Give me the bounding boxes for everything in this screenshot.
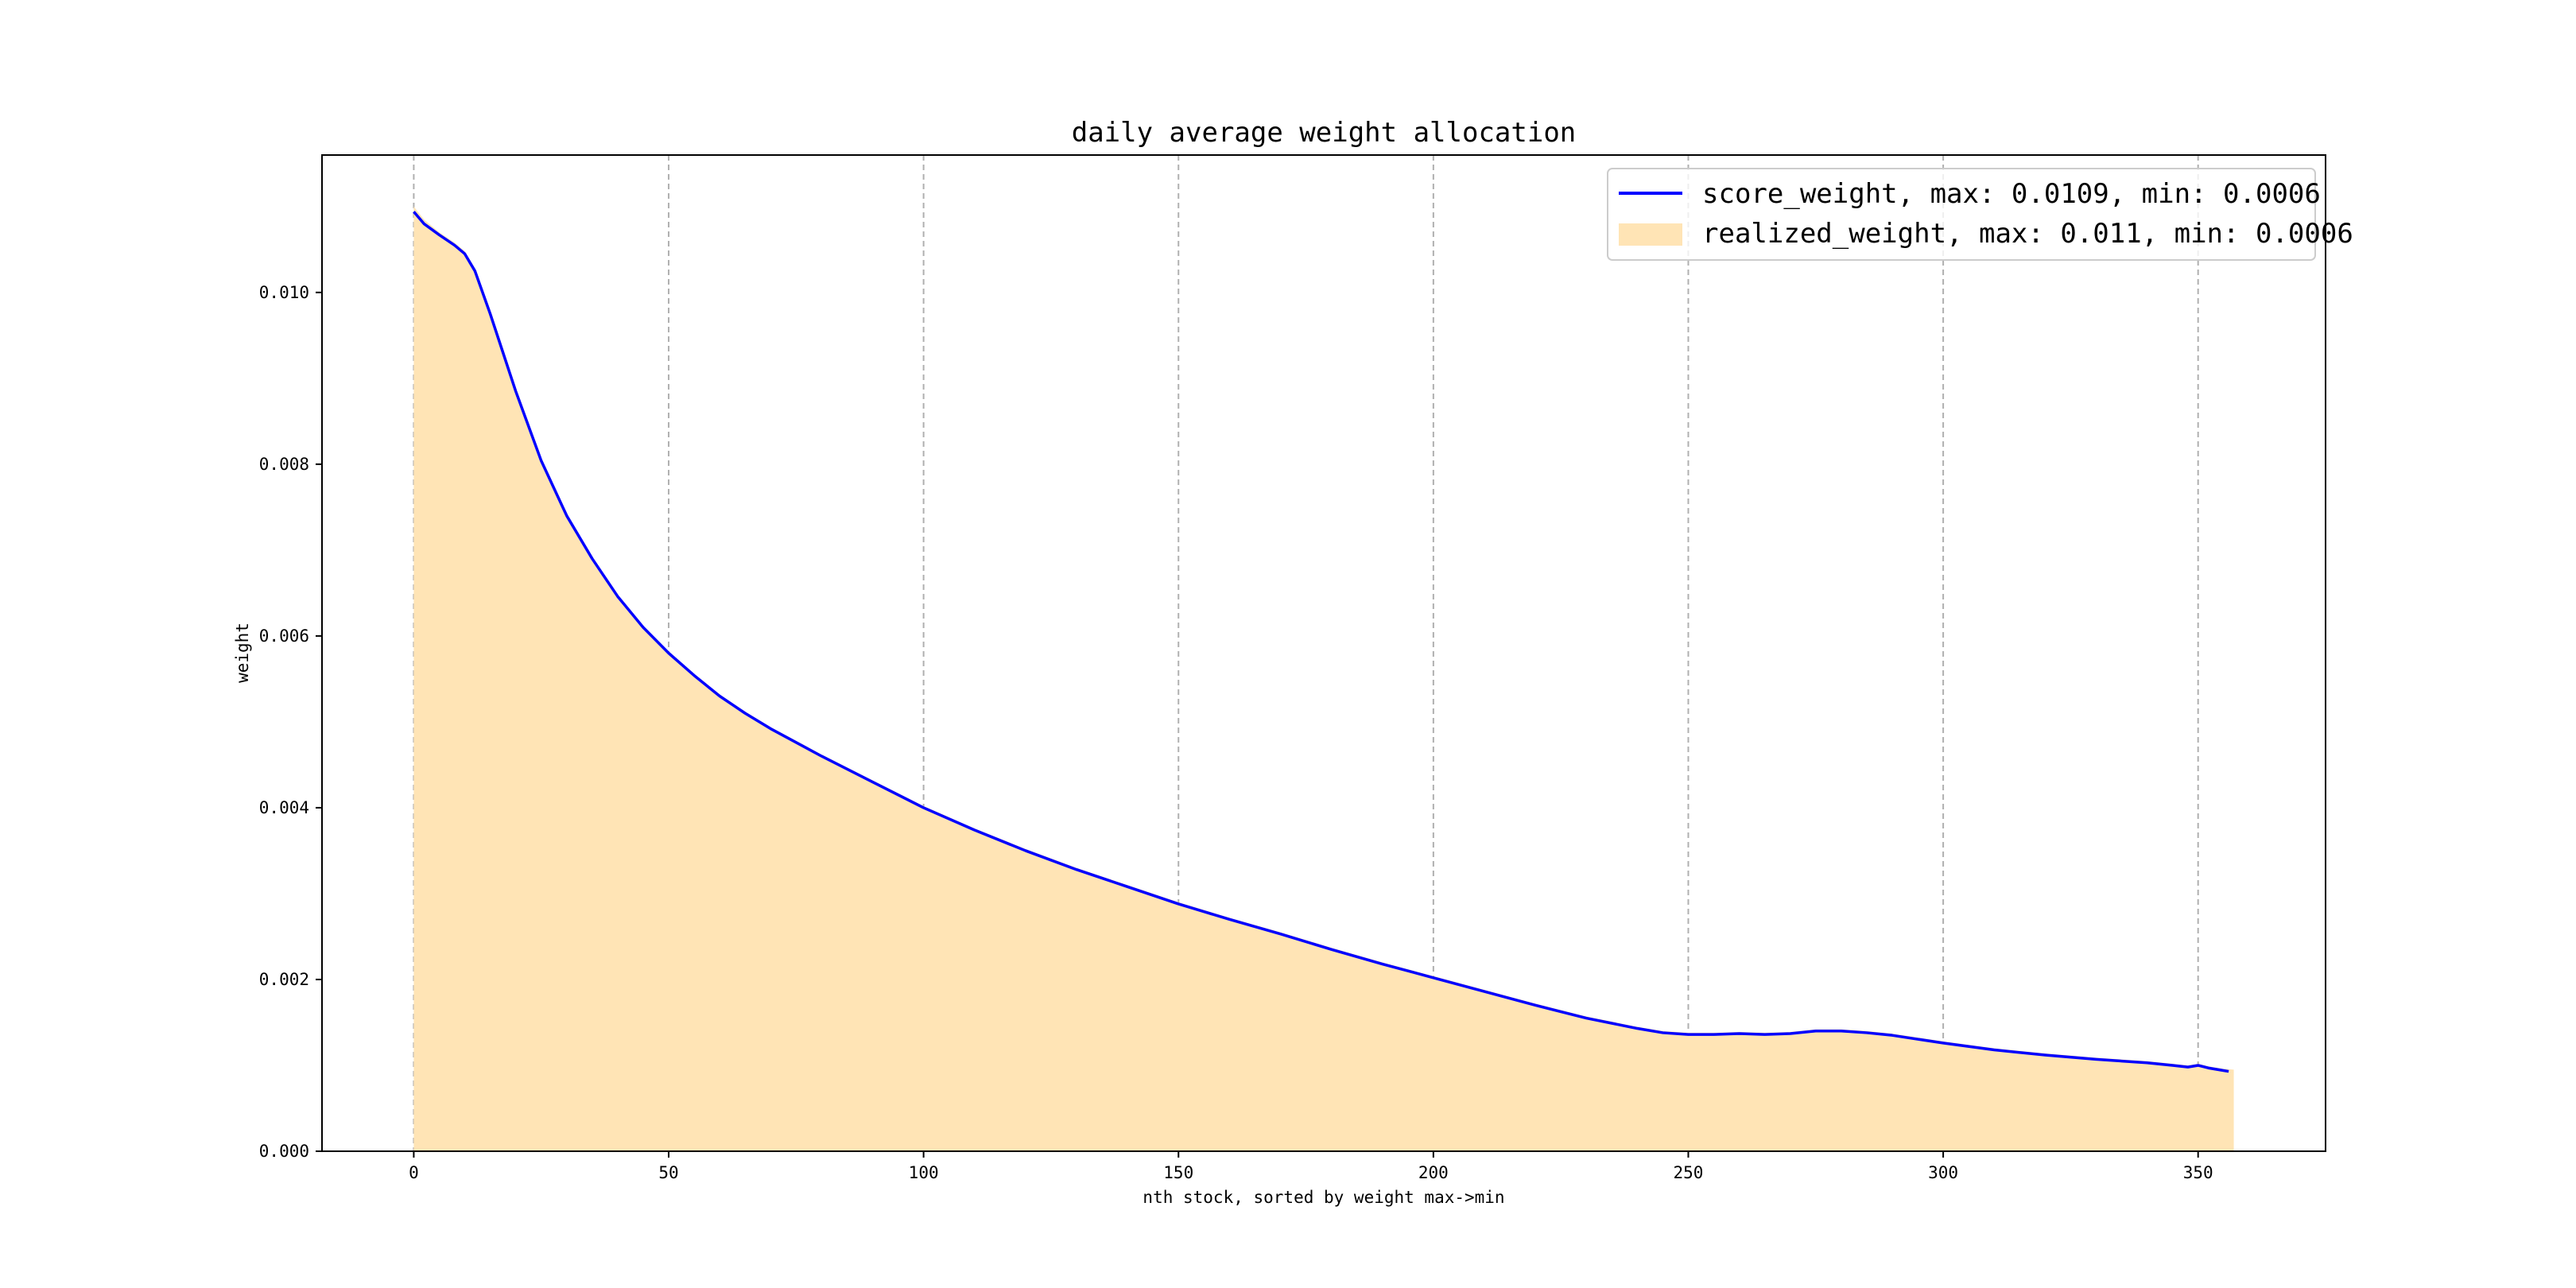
legend-box	[1607, 168, 2316, 261]
legend-label-score-weight: score_weight, max: 0.0109, min: 0.0006	[1702, 178, 2321, 210]
x-tick-label: 250	[1674, 1163, 1704, 1182]
x-tick-label: 150	[1163, 1163, 1193, 1182]
y-axis-label: weight	[233, 623, 252, 683]
x-axis-ticks: 0 50 100 150 200 250 300 350	[409, 1151, 2213, 1182]
legend: score_weight, max: 0.0109, min: 0.0006 r…	[1607, 168, 2353, 261]
x-tick-label: 350	[2183, 1163, 2213, 1182]
y-tick-label: 0.006	[259, 627, 309, 646]
score-weight-line-layer	[413, 211, 2229, 1073]
x-tick-label: 300	[1928, 1163, 1958, 1182]
legend-label-realized-weight: realized_weight, max: 0.011, min: 0.0006	[1702, 218, 2353, 250]
x-tick-label: 50	[658, 1163, 678, 1182]
y-tick-label: 0.002	[259, 970, 309, 989]
x-tick-label: 200	[1418, 1163, 1449, 1182]
score-weight-line	[413, 211, 2229, 1073]
x-tick-label: 0	[409, 1163, 419, 1182]
realized-weight-area	[413, 206, 2234, 1152]
realized-weight-area-layer	[413, 206, 2234, 1152]
plot-frame	[321, 154, 2326, 1152]
y-tick-label: 0.004	[259, 798, 309, 817]
x-axis-label: nth stock, sorted by weight max->min	[1143, 1188, 1504, 1207]
x-tick-label: 100	[909, 1163, 939, 1182]
y-tick-label: 0.000	[259, 1142, 309, 1161]
y-axis-ticks: 0.000 0.002 0.004 0.006 0.008 0.010	[259, 283, 322, 1161]
legend-swatch-realized-weight	[1619, 223, 1682, 246]
chart-title: daily average weight allocation	[1072, 117, 1577, 149]
y-tick-label: 0.008	[259, 455, 309, 474]
y-tick-label: 0.010	[259, 283, 309, 302]
